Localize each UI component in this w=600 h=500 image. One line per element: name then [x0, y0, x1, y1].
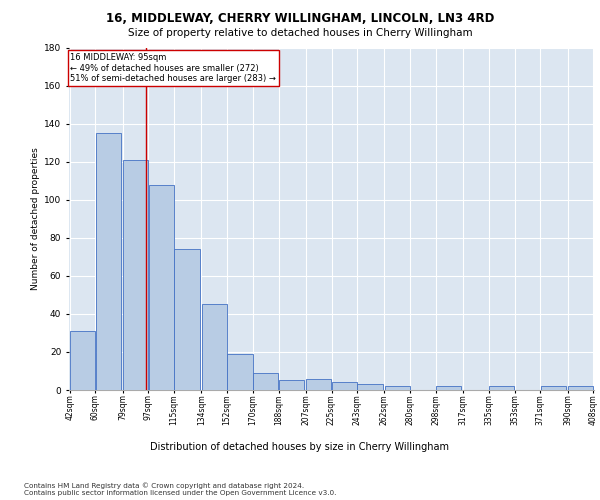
Bar — [202, 304, 227, 390]
Text: Distribution of detached houses by size in Cherry Willingham: Distribution of detached houses by size … — [151, 442, 449, 452]
Bar — [568, 386, 593, 390]
Bar — [358, 384, 383, 390]
Bar — [95, 133, 121, 390]
Text: 16 MIDDLEWAY: 95sqm
← 49% of detached houses are smaller (272)
51% of semi-detac: 16 MIDDLEWAY: 95sqm ← 49% of detached ho… — [70, 53, 277, 83]
Bar — [541, 386, 566, 390]
Bar — [227, 354, 253, 390]
Bar — [279, 380, 304, 390]
Text: Contains public sector information licensed under the Open Government Licence v3: Contains public sector information licen… — [24, 490, 337, 496]
Text: Size of property relative to detached houses in Cherry Willingham: Size of property relative to detached ho… — [128, 28, 472, 38]
Bar — [385, 386, 410, 390]
Bar — [175, 249, 200, 390]
Y-axis label: Number of detached properties: Number of detached properties — [31, 148, 40, 290]
Text: Contains HM Land Registry data © Crown copyright and database right 2024.: Contains HM Land Registry data © Crown c… — [24, 482, 304, 489]
Bar — [306, 378, 331, 390]
Bar — [332, 382, 357, 390]
Text: 16, MIDDLEWAY, CHERRY WILLINGHAM, LINCOLN, LN3 4RD: 16, MIDDLEWAY, CHERRY WILLINGHAM, LINCOL… — [106, 12, 494, 26]
Bar — [436, 386, 461, 390]
Bar — [253, 373, 278, 390]
Bar — [70, 331, 95, 390]
Bar — [489, 386, 514, 390]
Bar — [149, 184, 174, 390]
Bar — [123, 160, 148, 390]
